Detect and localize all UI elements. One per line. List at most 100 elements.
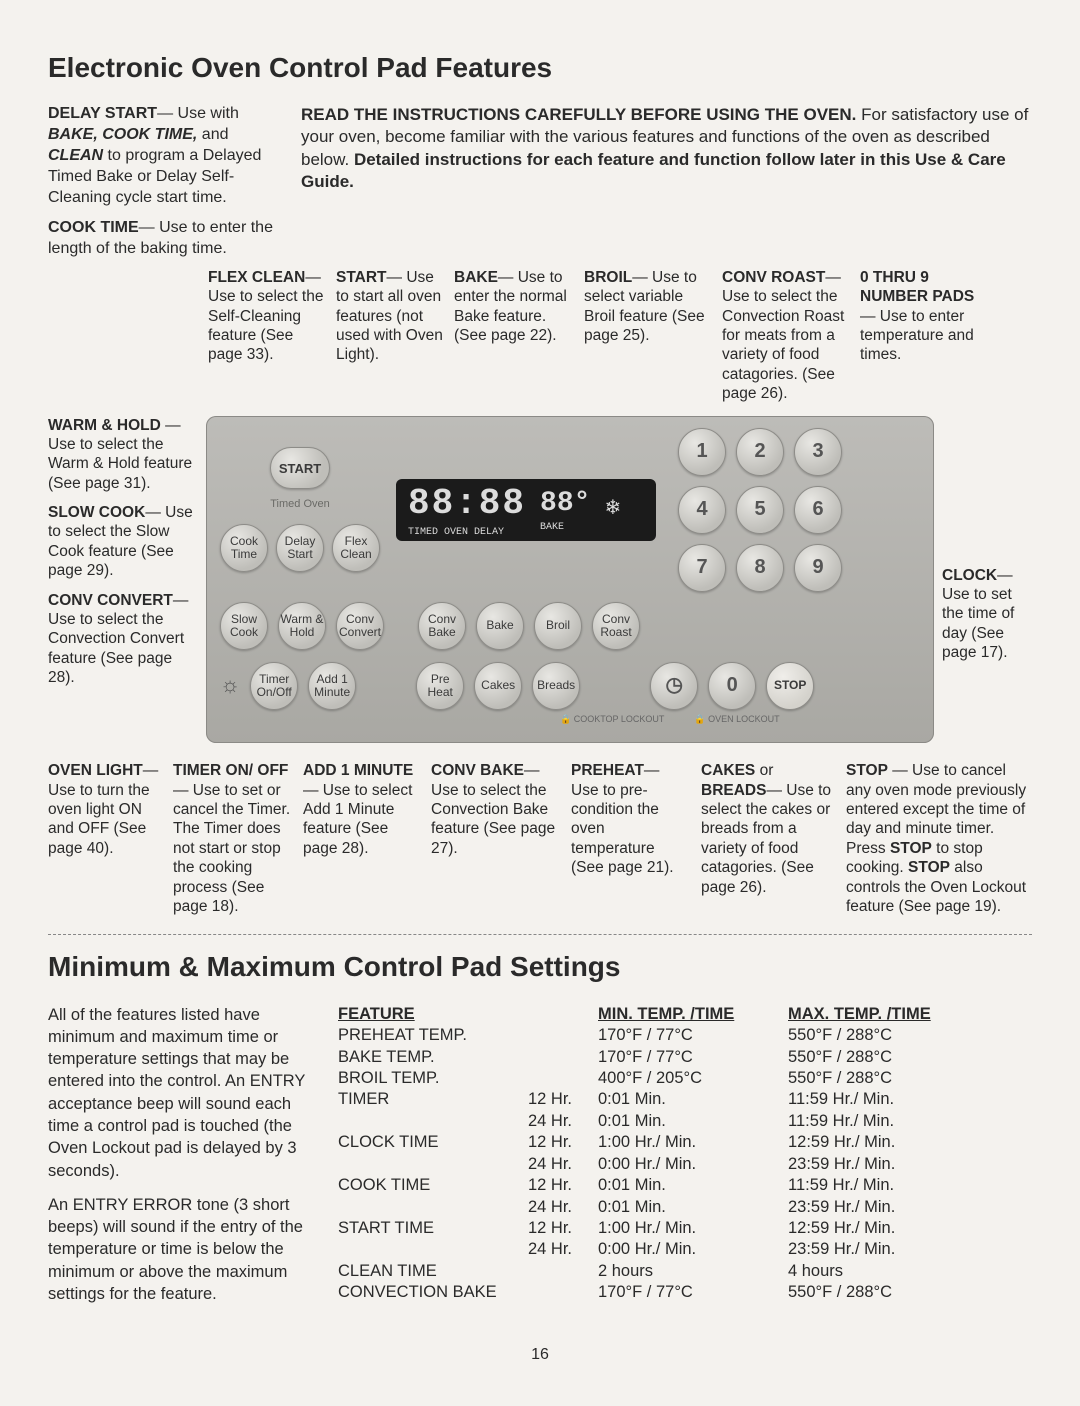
broil-button[interactable]: Broil [534, 602, 582, 650]
page-title-2: Minimum & Maximum Control Pad Settings [48, 949, 1032, 985]
t: — Use to pre-condition the oven temperat… [571, 762, 674, 876]
t: STOP [890, 840, 932, 857]
cakes-h: CAKES [701, 762, 755, 779]
table-cell: 0:01 Min. [598, 1175, 788, 1196]
table-cell: BROIL TEMP. [338, 1068, 528, 1089]
table-cell: 23:59 Hr./ Min. [788, 1197, 1032, 1218]
table-cell: 12 Hr. [528, 1175, 598, 1196]
broil-h: BROIL [584, 269, 632, 286]
table-cell: 550°F / 288°C [788, 1025, 1032, 1046]
table-cell: 24 Hr. [528, 1111, 598, 1132]
table-row: CONVECTION BAKE170°F / 77°C550°F / 288°C [338, 1282, 1032, 1303]
bake-h: BAKE [454, 269, 498, 286]
t: READ THE INSTRUCTIONS CAREFULLY BEFORE U… [301, 105, 856, 124]
table-cell [528, 1025, 598, 1046]
preheat-h: PREHEAT [571, 762, 644, 779]
table-cell: CLOCK TIME [338, 1132, 528, 1153]
breads-h: BREADS [701, 782, 766, 799]
settings-p2: An ENTRY ERROR tone (3 short beeps) will… [48, 1194, 318, 1305]
lcd-small-bot: BAKE [540, 523, 590, 533]
table-row: 24 Hr.0:01 Min.11:59 Hr./ Min. [338, 1111, 1032, 1132]
timer-button[interactable]: Timer On/Off [250, 662, 298, 710]
table-row: 24 Hr.0:00 Hr./ Min.23:59 Hr./ Min. [338, 1239, 1032, 1260]
conv-roast-button[interactable]: Conv Roast [592, 602, 640, 650]
start-h: START [336, 269, 387, 286]
numpad-8-button[interactable]: 8 [736, 544, 784, 592]
table-cell [528, 1282, 598, 1303]
conv-convert-button[interactable]: Conv Convert [336, 602, 384, 650]
t: Detailed instructions for each feature a… [301, 150, 1006, 191]
table-cell: 4 hours [788, 1261, 1032, 1282]
table-cell: 24 Hr. [528, 1154, 598, 1175]
t: — Use to set or cancel the Timer. The Ti… [173, 782, 290, 915]
bottom-callouts: OVEN LIGHT— Use to turn the oven light O… [48, 761, 1032, 916]
table-cell: START TIME [338, 1218, 528, 1239]
table-cell: 11:59 Hr./ Min. [788, 1089, 1032, 1110]
preheat-button[interactable]: Pre Heat [416, 662, 464, 710]
conv-bake-button[interactable]: Conv Bake [418, 602, 466, 650]
table-row: CLOCK TIME12 Hr.1:00 Hr./ Min.12:59 Hr./… [338, 1132, 1032, 1153]
numpad-5-button[interactable]: 5 [736, 486, 784, 534]
table-header-min: MIN. TEMP. /TIME [598, 1004, 788, 1025]
right-callout: CLOCK— Use to set the time of day (See p… [942, 416, 1032, 744]
page-title-1: Electronic Oven Control Pad Features [48, 50, 1032, 86]
numpad-9-button[interactable]: 9 [794, 544, 842, 592]
table-cell: 11:59 Hr./ Min. [788, 1111, 1032, 1132]
table-cell: 0:00 Hr./ Min. [598, 1239, 788, 1260]
lcd-time: 88:88 [408, 481, 526, 528]
table-cell: TIMER [338, 1089, 528, 1110]
table-row: BROIL TEMP.400°F / 205°C550°F / 288°C [338, 1068, 1032, 1089]
table-cell: 11:59 Hr./ Min. [788, 1175, 1032, 1196]
t: STOP [908, 859, 950, 876]
numpad-3-button[interactable]: 3 [794, 428, 842, 476]
table-row: PREHEAT TEMP. 170°F / 77°C550°F / 288°C [338, 1025, 1032, 1046]
t: — Use to select Add 1 Minute feature (Se… [303, 782, 412, 857]
numpad-0-button[interactable]: 0 [708, 662, 756, 710]
timer-h: TIMER ON/ OFF [173, 762, 288, 779]
breads-button[interactable]: Breads [532, 662, 580, 710]
table-cell [528, 1261, 598, 1282]
cakes-button[interactable]: Cakes [474, 662, 522, 710]
clock-h: CLOCK [942, 567, 997, 584]
control-panel: START Timed Oven Cook Time Delay Start F… [206, 416, 934, 744]
warm-hold-button[interactable]: Warm & Hold [278, 602, 326, 650]
intro-left: DELAY START— Use with BAKE, COOK TIME, a… [48, 104, 283, 260]
table-cell: 23:59 Hr./ Min. [788, 1239, 1032, 1260]
table-cell: 12 Hr. [528, 1089, 598, 1110]
delay-start-button[interactable]: Delay Start [276, 524, 324, 572]
bake-button[interactable]: Bake [476, 602, 524, 650]
add-1-minute-button[interactable]: Add 1 Minute [308, 662, 356, 710]
table-cell [338, 1111, 528, 1132]
cook-time-button[interactable]: Cook Time [220, 524, 268, 572]
flex-clean-button[interactable]: Flex Clean [332, 524, 380, 572]
table-cell: 12 Hr. [528, 1132, 598, 1153]
cook-time-h: COOK TIME [48, 219, 139, 236]
left-callouts: WARM & HOLD — Use to select the Warm & H… [48, 416, 198, 744]
start-button[interactable]: START [270, 447, 330, 489]
table-cell: BAKE TEMP. [338, 1047, 528, 1068]
table-row: START TIME12 Hr.1:00 Hr./ Min.12:59 Hr./… [338, 1218, 1032, 1239]
number-keypad: 123 456 789 [678, 428, 842, 592]
table-cell [528, 1068, 598, 1089]
table-cell: PREHEAT TEMP. [338, 1025, 528, 1046]
table-cell: 24 Hr. [528, 1197, 598, 1218]
numpad-4-button[interactable]: 4 [678, 486, 726, 534]
clock-button[interactable]: ◷ [650, 662, 698, 710]
settings-p1: All of the features listed have minimum … [48, 1004, 318, 1182]
numpad-2-button[interactable]: 2 [736, 428, 784, 476]
numpad-6-button[interactable]: 6 [794, 486, 842, 534]
numpad-1-button[interactable]: 1 [678, 428, 726, 476]
table-cell: COOK TIME [338, 1175, 528, 1196]
timed-oven-label: Timed Oven [270, 497, 330, 511]
table-row: 24 Hr.0:01 Min.23:59 Hr./ Min. [338, 1197, 1032, 1218]
convroast-h: CONV ROAST [722, 269, 825, 286]
numpad-7-button[interactable]: 7 [678, 544, 726, 592]
slow-cook-button[interactable]: Slow Cook [220, 602, 268, 650]
t: BAKE, COOK TIME, [48, 126, 197, 143]
table-cell: 170°F / 77°C [598, 1025, 788, 1046]
stop-button[interactable]: STOP [766, 662, 814, 710]
table-cell: CONVECTION BAKE [338, 1282, 528, 1303]
lcd-display: 88:88 TIMED OVEN DELAY 88° BAKE ❄ [396, 479, 656, 541]
oven-light-icon[interactable]: ☼ [220, 671, 240, 700]
table-cell: 0:00 Hr./ Min. [598, 1154, 788, 1175]
